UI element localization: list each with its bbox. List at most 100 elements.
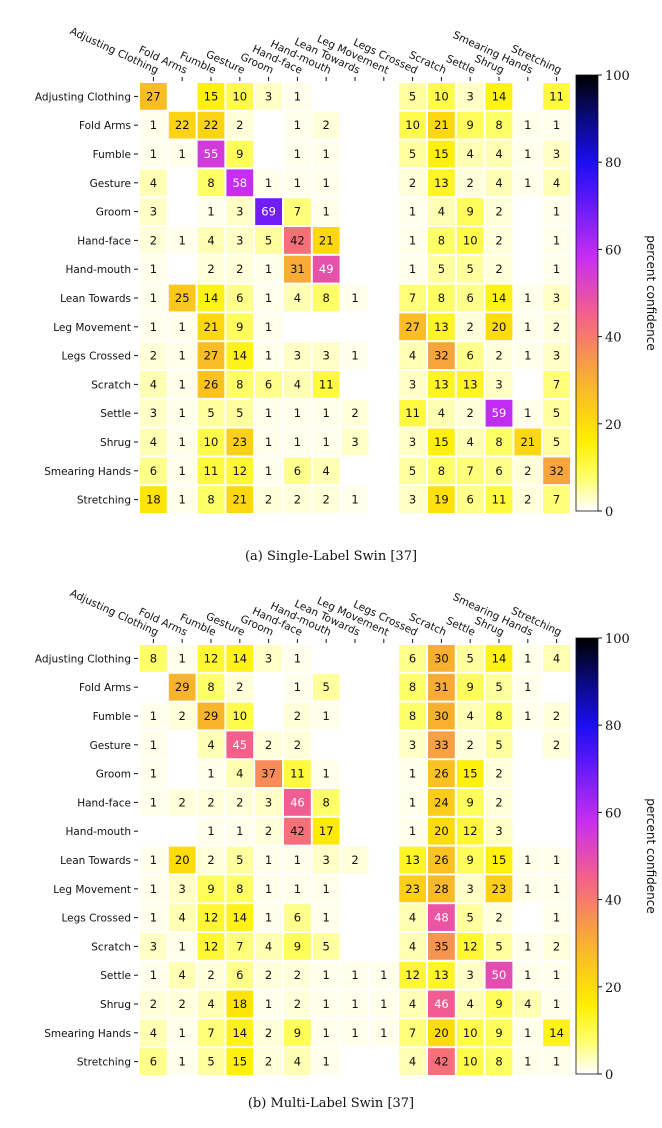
cell-value: 3 [323, 853, 330, 867]
cell-value: 1 [150, 853, 157, 867]
cell-value: 5 [553, 435, 560, 449]
heatmap-cell [140, 760, 167, 787]
cell-value: 10 [463, 1026, 478, 1040]
heatmap-cell [284, 83, 311, 110]
row-label: Legs Crossed [61, 913, 131, 925]
heatmap-cell [226, 846, 254, 874]
heatmap-cell [399, 111, 426, 139]
cell-value: 1 [207, 205, 214, 219]
heatmap-cell [543, 255, 570, 283]
heatmap-cell [140, 990, 167, 1018]
colorbar-tick-label: 0 [605, 505, 613, 520]
heatmap-cell [485, 645, 513, 672]
heatmap-cell [197, 83, 225, 110]
heatmap-cell [312, 990, 340, 1018]
heatmap-cell [456, 255, 484, 283]
row-label: Leg Movement [53, 884, 131, 896]
heatmap-cell [485, 140, 513, 168]
cell-value: 18 [146, 493, 161, 507]
cell-value: 1 [150, 795, 157, 809]
cell-value: 1 [553, 262, 560, 276]
cell-value: 8 [207, 176, 214, 190]
heatmap-cell [197, 933, 225, 960]
heatmap-cell [485, 255, 513, 283]
heatmap-cell [226, 284, 254, 312]
cell-value: 3 [467, 882, 474, 896]
heatmap-cell [428, 399, 455, 427]
colorbar [575, 637, 599, 1075]
heatmap-cell [140, 284, 167, 312]
cell-value: 1 [553, 911, 560, 925]
cell-value: 5 [495, 738, 502, 752]
cell-value: 5 [207, 406, 214, 420]
colorbar-tick-label: 60 [605, 243, 622, 258]
heatmap-cell [284, 904, 311, 931]
cell-value: 2 [495, 233, 502, 247]
heatmap-cell [284, 789, 311, 816]
cell-value: 2 [179, 709, 186, 723]
cell-value: 6 [294, 911, 301, 925]
cell-value: 1 [265, 406, 272, 420]
heatmap-cell [456, 428, 484, 456]
cell-value: 14 [232, 911, 247, 925]
heatmap-cell [255, 255, 282, 283]
cell-value: 27 [405, 320, 420, 334]
cell-value: 3 [467, 89, 474, 103]
heatmap-cell [428, 227, 455, 254]
heatmap-cell [428, 1019, 455, 1047]
cell-value: 13 [434, 968, 449, 982]
heatmap-cell [168, 140, 196, 168]
heatmap-cell [456, 83, 484, 110]
heatmap-cell [428, 428, 455, 456]
cell-value: 7 [553, 493, 560, 507]
heatmap-cell [197, 140, 225, 168]
cell-value: 2 [207, 853, 214, 867]
cell-value: 2 [179, 795, 186, 809]
heatmap-cell [168, 904, 196, 931]
heatmap-cell [399, 961, 426, 989]
cell-value: 3 [495, 824, 502, 838]
heatmap-cell [456, 731, 484, 759]
heatmap-cell [284, 1019, 311, 1047]
cell-value: 22 [175, 118, 190, 132]
heatmap-cell [485, 371, 513, 398]
cell-value: 2 [150, 997, 157, 1011]
row-label: Scratch [91, 941, 131, 953]
heatmap-cell [543, 83, 570, 110]
heatmap-cell [341, 990, 369, 1018]
cell-value: 9 [467, 118, 474, 132]
cell-value: 1 [524, 1026, 531, 1040]
cell-value: 29 [175, 680, 190, 694]
heatmap-cell [284, 428, 311, 456]
heatmap-cell [255, 284, 282, 312]
colorbar-tick-label: 80 [605, 719, 622, 734]
cell-value: 8 [236, 377, 243, 391]
heatmap-cell [399, 284, 426, 312]
heatmap-cell [543, 227, 570, 254]
heatmap-cell [312, 342, 340, 369]
heatmap-cell [284, 227, 311, 254]
heatmap-cell [456, 904, 484, 931]
heatmap-cell [197, 731, 225, 759]
row-label: Leg Movement [53, 322, 131, 334]
cell-value: 1 [323, 176, 330, 190]
cell-value: 1 [207, 824, 214, 838]
heatmap-cell [456, 1048, 484, 1075]
heatmap-cell [456, 111, 484, 139]
heatmap-cell [485, 227, 513, 254]
cell-value: 9 [467, 795, 474, 809]
cell-value: 14 [492, 89, 507, 103]
cell-value: 8 [409, 680, 416, 694]
heatmap-cell [514, 846, 542, 874]
row-label: Stretching [77, 495, 131, 507]
heatmap-cell [312, 846, 340, 874]
heatmap-cell [514, 961, 542, 989]
cell-value: 1 [207, 767, 214, 781]
cell-value: 1 [179, 233, 186, 247]
cell-value: 1 [380, 1026, 387, 1040]
heatmap-cell [226, 342, 254, 369]
heatmap-cell [197, 904, 225, 931]
cell-value: 1 [351, 997, 358, 1011]
